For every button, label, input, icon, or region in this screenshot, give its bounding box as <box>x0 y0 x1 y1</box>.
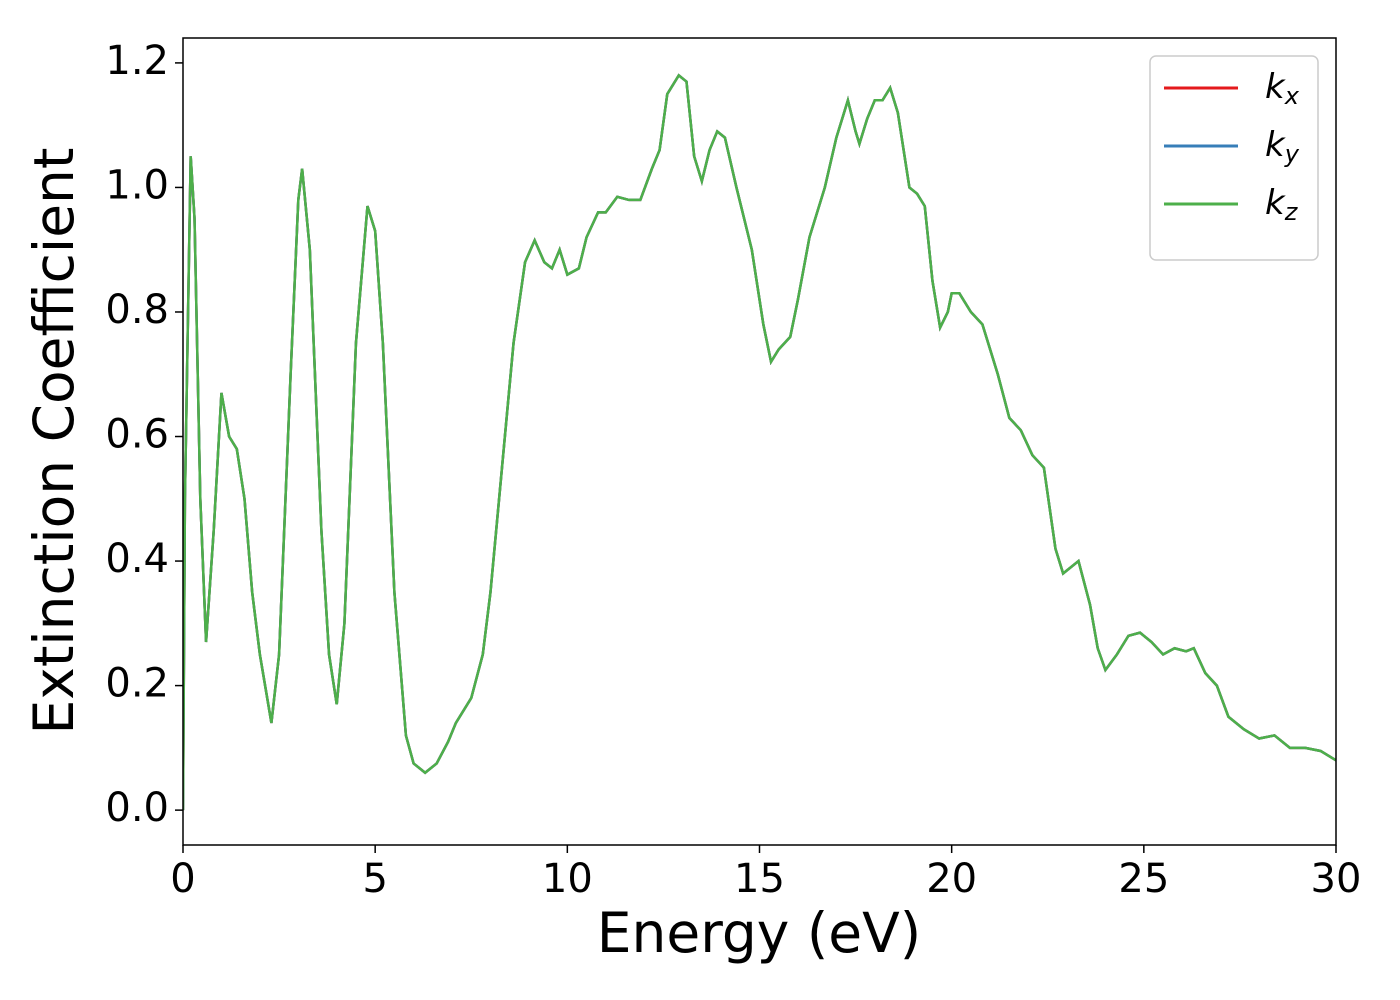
x-tick-label: 25 <box>1118 856 1169 902</box>
y-tick-label: 1.2 <box>105 38 169 84</box>
x-tick-label: 30 <box>1311 856 1362 902</box>
y-tick-label: 0.2 <box>105 661 169 707</box>
x-tick-label: 0 <box>170 856 195 902</box>
x-tick-label: 15 <box>734 856 785 902</box>
y-tick-label: 1.0 <box>105 162 169 208</box>
legend-label: kx <box>1265 67 1300 111</box>
x-tick-label: 5 <box>362 856 387 902</box>
data-line <box>183 73 1336 811</box>
legend-box <box>1149 55 1319 261</box>
y-tick-label: 0.4 <box>105 536 169 582</box>
y-tick-label: 0.0 <box>105 785 169 831</box>
y-axis-label: Extinction Coefficient <box>22 148 86 735</box>
plot-frame <box>182 37 1337 846</box>
x-tick-label: 10 <box>542 856 593 902</box>
x-tick-label: 20 <box>926 856 977 902</box>
legend-label: ky <box>1265 125 1300 169</box>
x-axis-label: Energy (eV) <box>597 901 921 965</box>
y-tick-label: 0.8 <box>105 287 169 333</box>
legend-label: kz <box>1265 183 1299 227</box>
y-tick-label: 0.6 <box>105 412 169 458</box>
